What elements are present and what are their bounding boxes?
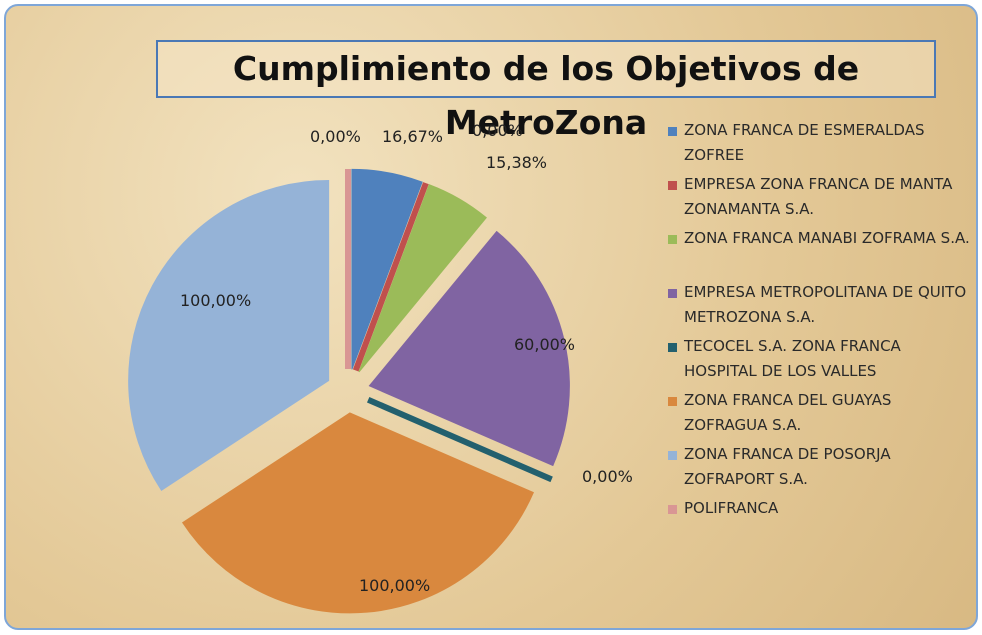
legend-swatch <box>668 451 677 460</box>
legend-swatch <box>668 181 677 190</box>
legend-item: EMPRESA ZONA FRANCA DE MANTA ZONAMANTA S… <box>668 172 976 226</box>
legend-swatch <box>668 235 677 244</box>
pie-slice <box>128 180 330 491</box>
pie-slice <box>352 182 429 372</box>
data-label: 60,00% <box>514 335 575 354</box>
legend-item: ZONA FRANCA DEL GUAYAS ZOFRAGUA S.A. <box>668 388 976 442</box>
legend-label: ZONA FRANCA DE ESMERALDAS ZOFREE <box>684 121 925 164</box>
pie-slice <box>366 397 553 483</box>
legend-item: POLIFRANCA <box>668 496 976 550</box>
pie-slice <box>358 184 487 373</box>
legend-label: POLIFRANCA <box>684 499 779 517</box>
legend-item: ZONA FRANCA DE POSORJA ZOFRAPORT S.A. <box>668 442 976 496</box>
legend-label: ZONA FRANCA MANABI ZOFRAMA S.A. <box>684 229 970 247</box>
legend-label: EMPRESA ZONA FRANCA DE MANTA ZONAMANTA S… <box>684 175 953 218</box>
data-label: 0,00% <box>472 121 523 140</box>
pie-slice <box>181 412 534 614</box>
data-label: 0,00% <box>310 127 361 146</box>
legend-label: EMPRESA METROPOLITANA DE QUITO METROZONA… <box>684 283 967 326</box>
legend-label: TECOCEL S.A. ZONA FRANCA HOSPITAL DE LOS… <box>684 337 901 380</box>
data-label: 100,00% <box>180 291 251 310</box>
chart-frame: Cumplimiento de los Objetivos de MetroZo… <box>4 4 978 630</box>
data-label: 0,00% <box>582 467 633 486</box>
legend-label: ZONA FRANCA DE POSORJA ZOFRAPORT S.A. <box>684 445 891 488</box>
legend-item: ZONA FRANCA DE ESMERALDAS ZOFREE <box>668 118 976 172</box>
legend-swatch <box>668 505 677 514</box>
legend-swatch <box>668 127 677 136</box>
legend-item: EMPRESA METROPOLITANA DE QUITO METROZONA… <box>668 280 976 334</box>
legend-swatch <box>668 397 677 406</box>
data-label: 16,67% <box>382 127 443 146</box>
legend-swatch <box>668 289 677 298</box>
legend-label: ZONA FRANCA DEL GUAYAS ZOFRAGUA S.A. <box>684 391 892 434</box>
data-label: 15,38% <box>486 153 547 172</box>
pie-slice <box>368 230 570 467</box>
legend: ZONA FRANCA DE ESMERALDAS ZOFREE EMPRESA … <box>668 118 976 550</box>
legend-item: TECOCEL S.A. ZONA FRANCA HOSPITAL DE LOS… <box>668 334 976 388</box>
pie: 16,67% 0,00% 15,38% 60,00% 0,00% 100,00% 100,0… <box>128 121 633 614</box>
legend-swatch <box>668 343 677 352</box>
chart-title: Cumplimiento de los Objetivos de MetroZo… <box>156 40 936 142</box>
pie-slice <box>351 168 423 370</box>
legend-item: ZONA FRANCA MANABI ZOFRAMA S.A. <box>668 226 976 280</box>
data-label: 100,00% <box>359 576 430 595</box>
